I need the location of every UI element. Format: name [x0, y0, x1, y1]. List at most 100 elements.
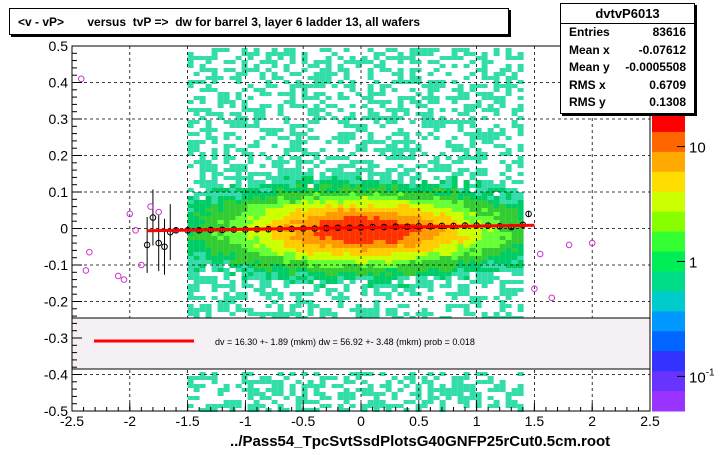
heatmap-cell: [235, 268, 242, 272]
heatmap-cell: [421, 272, 428, 276]
x-tick-label: -1: [239, 413, 252, 429]
heatmap-cell: [421, 380, 428, 384]
heatmap-cell: [235, 384, 242, 388]
heatmap-cell: [277, 248, 284, 252]
heatmap-cell: [373, 112, 380, 116]
heatmap-cell: [403, 96, 410, 100]
heatmap-cell: [475, 148, 482, 152]
heatmap-cell: [241, 240, 248, 244]
heatmap-cell: [361, 256, 368, 260]
heatmap-cell: [445, 216, 452, 220]
heatmap-cell: [457, 172, 464, 176]
heatmap-cell: [391, 168, 398, 172]
heatmap-cell: [307, 128, 314, 132]
heatmap-cell: [283, 116, 290, 120]
heatmap-cell: [439, 228, 446, 232]
heatmap-cell: [307, 268, 314, 272]
heatmap-cell: [301, 372, 308, 376]
heatmap-cell: [511, 76, 518, 80]
heatmap-cell: [391, 288, 398, 292]
heatmap-cell: [385, 248, 392, 252]
heatmap-cell: [241, 192, 248, 196]
heatmap-cell: [367, 132, 374, 136]
heatmap-cell: [457, 288, 464, 292]
heatmap-cell: [235, 164, 242, 168]
heatmap-cell: [319, 268, 326, 272]
heatmap-cell: [499, 144, 506, 148]
heatmap-cell: [307, 168, 314, 172]
heatmap-cell: [187, 144, 194, 148]
heatmap-cell: [271, 160, 278, 164]
heatmap-cell: [229, 256, 236, 260]
heatmap-cell: [451, 268, 458, 272]
heatmap-cell: [499, 208, 506, 212]
profile-point: [149, 214, 157, 221]
heatmap-cell: [211, 48, 218, 52]
heatmap-cell: [301, 84, 308, 88]
heatmap-cell: [343, 296, 350, 300]
heatmap-cell: [493, 48, 500, 52]
heatmap-cell: [343, 48, 350, 52]
heatmap-cell: [481, 56, 488, 60]
heatmap-cell: [493, 112, 500, 116]
heatmap-cell: [517, 264, 524, 268]
heatmap-cell: [193, 276, 200, 280]
heatmap-cell: [229, 400, 236, 404]
heatmap-cell: [427, 112, 434, 116]
heatmap-cell: [391, 156, 398, 160]
heatmap-cell: [247, 172, 254, 176]
heatmap-cell: [481, 196, 488, 200]
heatmap-cell: [367, 276, 374, 280]
heatmap-cell: [349, 220, 356, 224]
heatmap-cell: [217, 300, 224, 304]
heatmap-cell: [337, 304, 344, 308]
heatmap-cell: [367, 308, 374, 312]
heatmap-cell: [481, 268, 488, 272]
heatmap-cell: [367, 172, 374, 176]
heatmap-cell: [349, 84, 356, 88]
heatmap-cell: [295, 196, 302, 200]
heatmap-cell: [307, 204, 314, 208]
heatmap-cell: [427, 244, 434, 248]
heatmap-cell: [289, 252, 296, 256]
colorbar-segment: [652, 271, 685, 292]
heatmap-cell: [511, 268, 518, 272]
heatmap-cell: [505, 216, 512, 220]
heatmap-cell: [271, 196, 278, 200]
heatmap-cell: [259, 380, 266, 384]
heatmap-cell: [373, 244, 380, 248]
heatmap-cell: [259, 180, 266, 184]
heatmap-cell: [229, 164, 236, 168]
heatmap-cell: [289, 260, 296, 264]
heatmap-cell: [469, 312, 476, 316]
heatmap-cell: [517, 196, 524, 200]
heatmap-cell: [265, 84, 272, 88]
heatmap-cell: [295, 216, 302, 220]
heatmap-cell: [439, 116, 446, 120]
heatmap-cell: [343, 248, 350, 252]
heatmap-cell: [505, 52, 512, 56]
heatmap-cell: [433, 272, 440, 276]
heatmap-cell: [517, 256, 524, 260]
heatmap-cell: [517, 288, 524, 292]
heatmap-cell: [337, 396, 344, 400]
heatmap-cell: [463, 48, 470, 52]
heatmap-cell: [319, 76, 326, 80]
heatmap-cell: [349, 232, 356, 236]
heatmap-cell: [193, 56, 200, 60]
heatmap-cell: [451, 256, 458, 260]
heatmap-cell: [481, 168, 488, 172]
heatmap-cell: [247, 144, 254, 148]
heatmap-cell: [253, 116, 260, 120]
heatmap-cell: [409, 212, 416, 216]
heatmap-cell: [487, 212, 494, 216]
heatmap-cell: [331, 232, 338, 236]
heatmap-cell: [259, 188, 266, 192]
heatmap-cell: [271, 204, 278, 208]
heatmap-cell: [283, 284, 290, 288]
heatmap-cell: [301, 184, 308, 188]
heatmap-cell: [367, 184, 374, 188]
heatmap-cell: [343, 388, 350, 392]
heatmap-cell: [469, 396, 476, 400]
heatmap-cell: [259, 196, 266, 200]
